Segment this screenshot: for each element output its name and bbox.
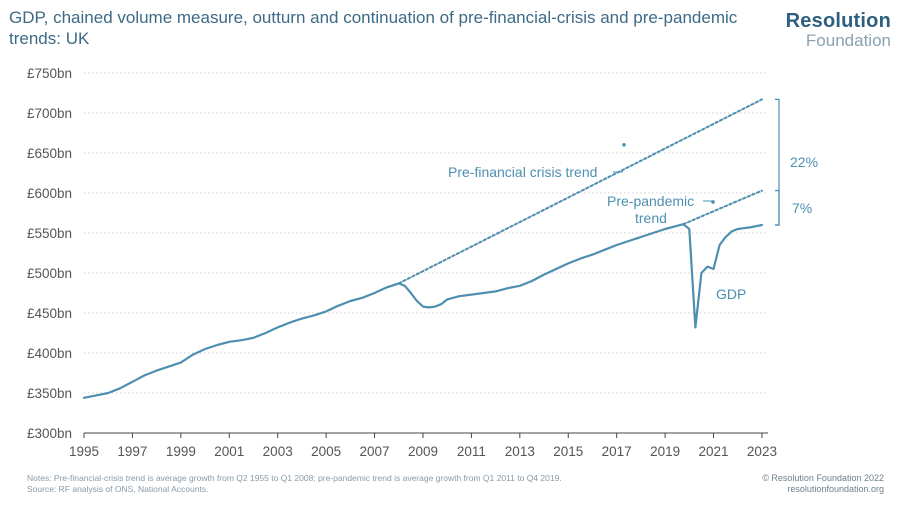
brand-name-line1: Resolution [785, 10, 891, 32]
x-tick-label: 2023 [747, 444, 777, 459]
pre-crisis-label-dot [622, 142, 626, 147]
pre-pandemic-trend-line [682, 189, 763, 226]
x-tick-label: 2019 [650, 444, 680, 459]
y-tick-label: £550bn [27, 226, 72, 241]
brand-name-line2: Foundation [805, 31, 891, 50]
copyright-block: © Resolution Foundation 2022 resolutionf… [762, 473, 884, 495]
x-tick-label: 1999 [166, 444, 196, 459]
x-tick-label: 2013 [505, 444, 535, 459]
brand-logo: Resolution Foundation [786, 10, 891, 50]
notes-text: Notes: Pre-financial-crisis trend is ave… [27, 473, 562, 483]
axes: £300bn £350bn £400bn £450bn £500bn £550bn £600… [27, 66, 777, 459]
x-tick-label: 2011 [457, 444, 486, 459]
pre-pandemic-label-line1: Pre-pandemic [607, 193, 694, 209]
x-tick-label: 2009 [408, 444, 438, 459]
y-tick-label: £700bn [27, 106, 72, 121]
x-tick-label: 2021 [698, 444, 728, 459]
pre-crisis-trend-label: Pre-financial crisis trend [448, 164, 597, 180]
gap-label: 7% [792, 200, 812, 216]
series-lines [82, 98, 764, 399]
y-tick-label: £350bn [27, 386, 72, 401]
x-tick-label: 2007 [360, 444, 390, 459]
source-text: Source: RF analysis of ONS, National Acc… [27, 484, 209, 494]
gdp-line [82, 223, 764, 399]
x-tick-label: 2015 [553, 444, 583, 459]
gap-label: 22% [790, 154, 818, 170]
x-tick-label: 2001 [214, 444, 244, 459]
x-tick-label: 1997 [117, 444, 147, 459]
x-tick-label: 2005 [311, 444, 341, 459]
y-tick-label: £450bn [27, 306, 72, 321]
gridlines [84, 72, 768, 394]
copyright-text: © Resolution Foundation 2022 [762, 473, 884, 483]
pre-financial-crisis-trend-line [397, 98, 763, 285]
website-text: resolutionfoundation.org [787, 484, 884, 494]
x-tick-label: 2003 [263, 444, 293, 459]
annotations: Pre-financial crisis trend Pre-pandemictr… [448, 98, 818, 302]
y-tick-label: £600bn [27, 186, 72, 201]
x-tick-label: 1995 [69, 444, 99, 459]
gap-bracket [775, 190, 780, 226]
gdp-label: GDP [716, 286, 746, 302]
y-tick-label: £500bn [27, 266, 72, 281]
y-tick-label: £750bn [27, 66, 72, 81]
y-tick-label: £300bn [27, 426, 72, 441]
chart-notes: Notes: Pre-financial-crisis trend is ave… [27, 473, 562, 495]
pre-pandemic-label-dot [711, 200, 715, 204]
x-tick-label: 2017 [602, 444, 632, 459]
chart-title: GDP, chained volume measure, outturn and… [9, 8, 738, 48]
y-tick-label: £650bn [27, 146, 72, 161]
y-tick-label: £400bn [27, 346, 72, 361]
pre-pandemic-label-line2: trend [635, 210, 667, 226]
